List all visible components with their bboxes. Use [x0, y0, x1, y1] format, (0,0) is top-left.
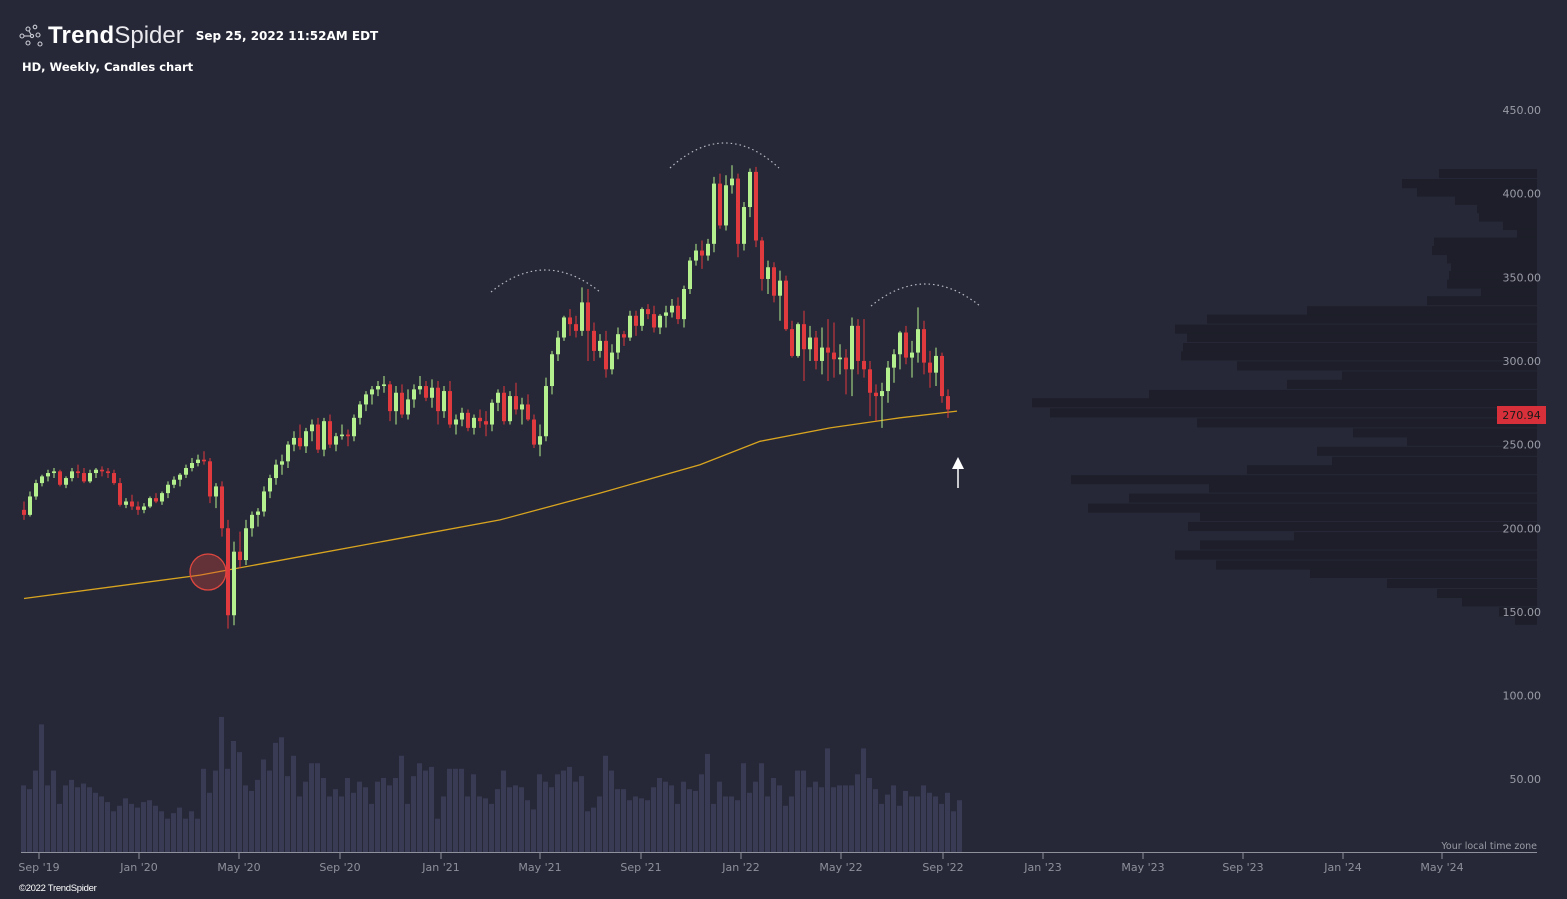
volume-bars [21, 716, 962, 852]
time-tick-label: Sep '21 [620, 861, 661, 874]
price-tick-label: 450.00 [1503, 104, 1542, 117]
header: Trend Spider Sep 25, 2022 11:52AM EDT [18, 20, 378, 52]
price-tick-label: 400.00 [1503, 188, 1542, 201]
timestamp: Sep 25, 2022 11:52AM EDT [195, 29, 379, 43]
time-tick-label: May '23 [1121, 861, 1164, 874]
brand-name-bold: Trend [48, 22, 115, 49]
copyright: ©2022 TrendSpider [19, 883, 97, 894]
time-tick-label: Jan '21 [421, 861, 459, 874]
time-axis[interactable]: Sep '19 Jan '20 May '20 Sep '20 Jan '21 May '… [18, 853, 1464, 874]
head-shoulders-arcs [490, 142, 981, 307]
time-tick-label: May '20 [217, 861, 260, 874]
brand-name-light: Spider [114, 22, 184, 49]
svg-text:270.94: 270.94 [1502, 409, 1541, 422]
candlesticks [22, 165, 950, 629]
price-tick-label: 350.00 [1503, 271, 1542, 284]
left-shoulder-arc [490, 269, 601, 293]
price-tick-label: 250.00 [1503, 439, 1542, 452]
price-tick-label: 150.00 [1503, 606, 1542, 619]
head-arc [669, 142, 780, 169]
timezone-label: Your local time zone [1440, 841, 1537, 852]
time-tick-label: Sep '20 [319, 861, 360, 874]
time-tick-label: May '21 [518, 861, 561, 874]
sma-touch-marker [189, 553, 227, 591]
chart-title: HD, Weekly, Candles chart [22, 60, 194, 74]
right-shoulder-arc [870, 283, 981, 307]
last-price-tag: 270.94 [1497, 406, 1546, 424]
up-arrow-icon [952, 457, 964, 488]
price-tick-label: 200.00 [1503, 522, 1542, 535]
time-tick-label: May '22 [819, 861, 862, 874]
time-tick-label: Jan '20 [119, 861, 157, 874]
price-tick-label: 100.00 [1503, 690, 1542, 703]
volume-profile [1032, 169, 1537, 625]
price-axis[interactable]: 450.00 400.00 350.00 300.00 250.00 200.00 150.… [1503, 104, 1542, 786]
time-tick-label: Jan '23 [1023, 861, 1061, 874]
time-tick-label: Sep '22 [922, 861, 963, 874]
time-tick-label: May '24 [1420, 861, 1463, 874]
price-tick-label: 300.00 [1503, 355, 1542, 368]
time-tick-label: Jan '24 [1323, 861, 1361, 874]
time-tick-label: Sep '19 [18, 861, 59, 874]
time-tick-label: Sep '23 [1222, 861, 1263, 874]
price-tick-label: 50.00 [1510, 773, 1542, 786]
trendspider-logo-icon [19, 24, 43, 47]
time-tick-label: Jan '22 [721, 861, 759, 874]
sma-line [23, 410, 958, 600]
